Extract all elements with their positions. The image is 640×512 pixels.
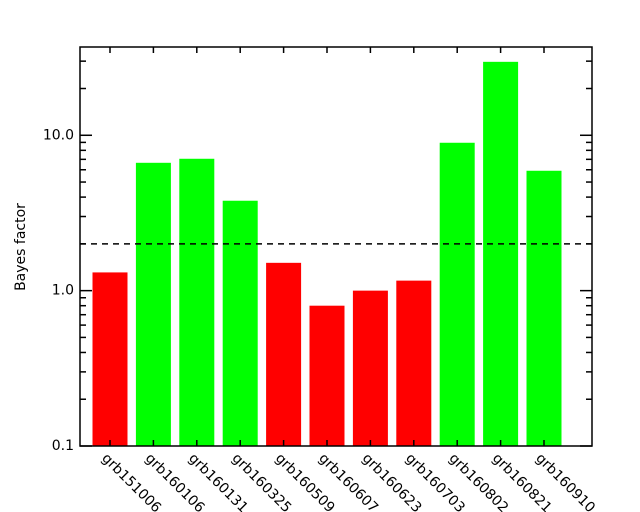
y-tick-label: 0.1 [52, 438, 74, 454]
bar [352, 290, 388, 446]
bar [396, 280, 432, 446]
bar [179, 158, 215, 446]
plot-frame [79, 46, 593, 447]
bar [309, 305, 345, 446]
bar [266, 262, 302, 446]
bar [526, 170, 562, 446]
y-tick-label: 10.0 [43, 127, 74, 143]
bar [135, 162, 171, 446]
bar [222, 200, 258, 446]
bar [439, 142, 475, 446]
y-tick-label: 1.0 [52, 283, 74, 299]
bar [483, 61, 519, 447]
bar [92, 272, 128, 446]
y-axis-label: Bayes factor [13, 203, 29, 291]
